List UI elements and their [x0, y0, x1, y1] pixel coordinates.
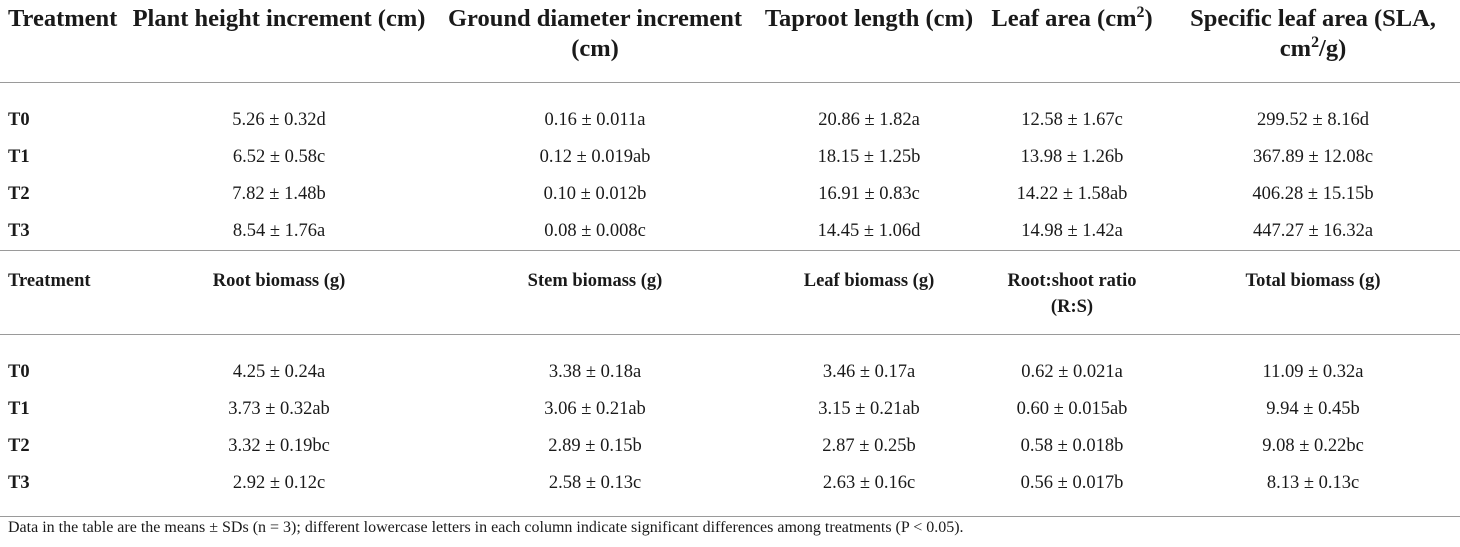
table-cell: 447.27 ± 16.32a [1252, 220, 1374, 241]
treatment-label: T1 [8, 146, 30, 167]
table-cell: 3.06 ± 0.21ab [544, 399, 646, 419]
table-cell: 2.58 ± 0.13c [548, 473, 642, 493]
treatment-label: T3 [8, 220, 30, 241]
table-cell: 14.45 ± 1.06d [817, 220, 921, 241]
table1-header-taproot-length: Taproot length (cm) [764, 5, 974, 32]
table1-header-treatment: Treatment [8, 5, 118, 32]
table-cell: 2.87 ± 0.25b [822, 436, 916, 456]
table-cell: 3.46 ± 0.17a [822, 362, 916, 382]
table1-header-leaf-area: Leaf area (cm2) [991, 3, 1153, 32]
table-cell: 6.52 ± 0.58c [232, 146, 326, 167]
table-footnote: Data in the table are the means ± SDs (n… [8, 519, 964, 536]
table1-header-sla: Specific leaf area (SLA, cm2/g) [1190, 5, 1436, 62]
treatment-label: T0 [8, 109, 30, 130]
table-cell: 20.86 ± 1.82a [818, 109, 920, 130]
treatment-label: T0 [8, 362, 30, 382]
table1-header-row: Treatment Plant height increment (cm) Gr… [0, 0, 1460, 82]
table-cell: 14.22 ± 1.58ab [1016, 183, 1128, 204]
header-divider [0, 334, 1460, 335]
table-row: T0 4.25 ± 0.24a 3.38 ± 0.18a 3.46 ± 0.17a 0.… [0, 354, 1460, 391]
treatment-label: T2 [8, 436, 30, 456]
table-row: T0 5.26 ± 0.32d 0.16 ± 0.011a 20.86 ± 1.82a… [0, 102, 1460, 139]
table1-header-ground-diameter: Ground diameter increment (cm) [448, 5, 742, 62]
treatment-label: T2 [8, 183, 30, 204]
section-divider [0, 249, 1460, 251]
table-cell: 367.89 ± 12.08c [1252, 146, 1374, 167]
treatment-label: T1 [8, 399, 30, 419]
table-cell: 7.82 ± 1.48b [232, 183, 326, 204]
table-bottom-rule [0, 502, 1460, 517]
table-cell: 3.32 ± 0.19bc [228, 436, 330, 456]
table2-header-treatment: Treatment [8, 270, 91, 291]
table-cell: 8.13 ± 0.13c [1266, 473, 1360, 493]
table-cell: 3.38 ± 0.18a [548, 362, 642, 382]
table-cell: 14.98 ± 1.42a [1021, 220, 1123, 241]
table-row: T1 6.52 ± 0.58c 0.12 ± 0.019ab 18.15 ± 1.25… [0, 139, 1460, 176]
table-cell: 12.58 ± 1.67c [1021, 109, 1123, 130]
table-cell: 9.94 ± 0.45b [1266, 399, 1360, 419]
table-row: T1 3.73 ± 0.32ab 3.06 ± 0.21ab 3.15 ± 0.21a… [0, 391, 1460, 428]
table-row: T2 7.82 ± 1.48b 0.10 ± 0.012b 16.91 ± 0.83c… [0, 176, 1460, 213]
table2-header-row: Treatment Root biomass (g) Stem biomass … [0, 251, 1460, 335]
table1-body: T0 5.26 ± 0.32d 0.16 ± 0.011a 20.86 ± 1.82a… [0, 102, 1460, 251]
table-cell: 0.12 ± 0.019ab [539, 146, 651, 167]
results-table: Treatment Plant height increment (cm) Gr… [0, 0, 1460, 517]
table-cell: 0.56 ± 0.017b [1020, 473, 1124, 493]
table-cell: 299.52 ± 8.16d [1257, 109, 1369, 130]
treatment-label: T3 [8, 473, 30, 493]
table-cell: 18.15 ± 1.25b [817, 146, 921, 167]
table2-header-stem-biomass: Stem biomass (g) [527, 270, 663, 291]
table-cell: 4.25 ± 0.24a [232, 362, 326, 382]
table2-header-root-biomass: Root biomass (g) [212, 270, 346, 291]
table-cell: 3.15 ± 0.21ab [818, 399, 920, 419]
table-cell: 0.62 ± 0.021a [1021, 362, 1123, 382]
table2-header-total-biomass: Total biomass (g) [1245, 270, 1381, 291]
table-cell: 3.73 ± 0.32ab [228, 399, 330, 419]
table-cell: 2.92 ± 0.12c [232, 473, 326, 493]
table-cell: 13.98 ± 1.26b [1020, 146, 1124, 167]
table2-body: T0 4.25 ± 0.24a 3.38 ± 0.18a 3.46 ± 0.17a 0.… [0, 354, 1460, 502]
header-divider [0, 81, 1460, 83]
table-cell: 16.91 ± 0.83c [818, 183, 920, 204]
table-cell: 0.60 ± 0.015ab [1016, 399, 1128, 419]
table2-header-root-shoot-ratio: Root:shoot ratio (R:S) [1007, 270, 1137, 317]
table-cell: 5.26 ± 0.32d [232, 109, 326, 130]
table-row: T3 8.54 ± 1.76a 0.08 ± 0.008c 14.45 ± 1.06d… [0, 213, 1460, 251]
table-cell: 2.63 ± 0.16c [822, 473, 916, 493]
table-cell: 0.10 ± 0.012b [543, 183, 647, 204]
table-row: T2 3.32 ± 0.19bc 2.89 ± 0.15b 2.87 ± 0.25b 0… [0, 428, 1460, 465]
table-cell: 0.16 ± 0.011a [544, 109, 646, 130]
table-cell: 8.54 ± 1.76a [232, 220, 326, 241]
table-cell: 406.28 ± 15.15b [1252, 183, 1374, 204]
table-cell: 0.58 ± 0.018b [1020, 436, 1124, 456]
table-cell: 11.09 ± 0.32a [1262, 362, 1364, 382]
table-cell: 0.08 ± 0.008c [544, 220, 646, 241]
table-cell: 2.89 ± 0.15b [548, 436, 642, 456]
table-cell: 9.08 ± 0.22bc [1262, 436, 1364, 456]
table2-header-leaf-biomass: Leaf biomass (g) [803, 270, 935, 291]
table1-header-plant-height: Plant height increment (cm) [132, 5, 426, 32]
table-row: T3 2.92 ± 0.12c 2.58 ± 0.13c 2.63 ± 0.16c 0.… [0, 465, 1460, 502]
